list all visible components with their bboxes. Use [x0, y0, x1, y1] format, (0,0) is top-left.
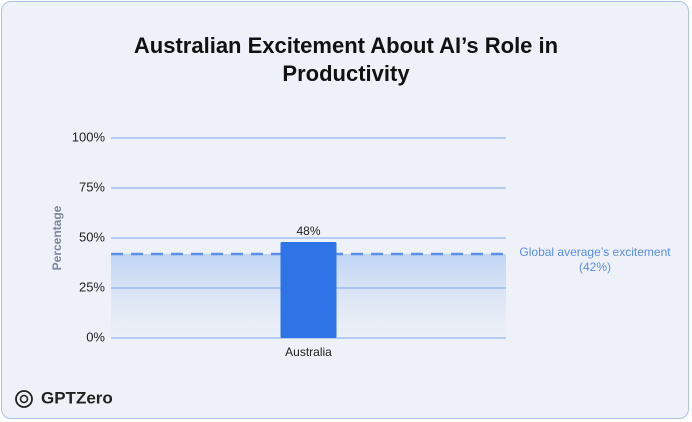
y-axis-label: Percentage — [50, 205, 64, 270]
y-tick-label: 50% — [79, 229, 105, 244]
y-tick-label: 0% — [86, 329, 105, 344]
brand-icon-inner — [19, 394, 29, 404]
x-tick-label: Australia — [285, 345, 332, 359]
bar — [280, 242, 337, 338]
reference-label: Global average’s excitement — [519, 245, 671, 259]
y-tick-label: 25% — [79, 279, 105, 294]
brand: GPTZero — [15, 388, 113, 408]
reference-value-label: (42%) — [579, 260, 611, 274]
brand-name: GPTZero — [41, 388, 113, 407]
value-label: 48% — [296, 224, 320, 238]
title-wrap: Australian Excitement About AI’s Role in… — [2, 32, 688, 88]
y-tick-label: 100% — [72, 129, 106, 144]
chart-title: Australian Excitement About AI’s Role in… — [133, 33, 559, 86]
brand-icon — [15, 390, 33, 408]
y-tick-label: 75% — [79, 179, 105, 194]
